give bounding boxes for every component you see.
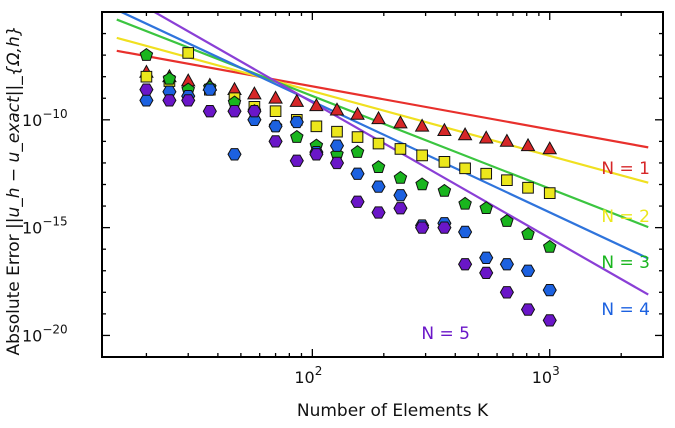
marker-series-1-point-6 [247,86,262,100]
marker-series-4-point-16 [458,225,473,239]
marker-series-3-point-8 [290,129,304,143]
series-label-3: N = 3 [601,253,650,273]
marker-series-3-point-17 [479,201,493,214]
marker-series-5-point-10 [329,156,345,170]
series-label-2: N = 2 [601,207,650,227]
y-tick-label-1: 10−10 [22,107,68,130]
marker-series-1-point-9 [309,97,324,112]
x-tick-label-1: 102 [294,364,322,387]
marker-series-5-point-16 [458,258,473,271]
marker-series-3-point-19 [521,226,535,240]
marker-series-1-point-15 [437,122,452,136]
y-tick-label-2: 10−15 [22,215,68,238]
marker-series-5-point-4 [202,105,217,118]
marker-series-5-point-9 [309,148,324,161]
series-label-4: N = 4 [601,300,650,320]
marker-series-5-point-5 [227,105,242,118]
marker-series-5-point-17 [479,266,494,280]
marker-series-5-point-2 [162,94,177,107]
marker-series-1-point-8 [289,93,305,107]
marker-series-3-point-18 [500,214,514,227]
marker-series-4-point-19 [520,264,536,277]
axis-ticks: 102 103 10−10 10−15 10−20 [22,11,664,387]
marker-series-4-point-13 [393,189,408,202]
marker-series-5-point-15 [437,221,452,234]
marker-series-3-point-14 [415,177,429,191]
marker-series-1-point-18 [499,133,515,147]
marker-series-5-point-1 [139,83,154,96]
y-axis-label: Absolute Error ||u_h − u_exact||_{Ω,h} [4,25,24,355]
data-markers [139,47,558,327]
marker-series-5-point-3 [181,94,196,107]
marker-series-1-point-12 [371,110,386,125]
marker-series-4-point-4 [202,83,217,96]
marker-series-5-point-11 [350,195,365,208]
marker-series-3-point-2 [162,71,177,85]
marker-series-4-point-17 [479,251,494,264]
marker-series-2-point-11 [351,131,364,143]
marker-series-3-point-20 [542,239,557,253]
marker-series-4-point-18 [499,258,514,271]
marker-series-5-point-20 [542,314,557,327]
marker-series-2-point-14 [416,149,428,162]
y-axis-label-prefix: Absolute Error [4,229,24,356]
marker-series-2-point-16 [459,162,471,175]
marker-series-3-point-13 [393,170,408,184]
marker-series-2-point-13 [394,143,407,155]
marker-series-2-point-1 [140,70,153,83]
marker-series-5-point-14 [415,221,430,234]
fit-line-series-1 [116,49,649,149]
marker-series-1-point-17 [478,130,494,144]
marker-series-2-point-18 [501,174,513,187]
marker-series-3-point-11 [350,145,365,158]
marker-series-2-point-20 [543,187,556,199]
marker-series-2-point-10 [331,125,343,138]
marker-series-1-point-19 [520,137,536,152]
marker-series-4-point-20 [542,284,557,297]
y-axis-label-math: ||u_h − u_exact||_{Ω,h} [4,25,24,229]
marker-series-4-point-1 [139,94,154,107]
marker-series-4-point-5 [227,148,242,161]
y-tick-label-3: 10−20 [22,322,68,345]
marker-series-4-point-8 [289,115,304,129]
marker-series-5-point-19 [520,303,536,316]
marker-series-2-point-17 [480,167,493,180]
x-axis-label: Number of Elements K [297,401,489,421]
marker-series-1-point-10 [329,102,345,116]
marker-series-2-point-7 [269,105,282,118]
marker-series-5-point-8 [289,154,304,167]
marker-series-2-point-19 [522,181,534,194]
marker-series-5-point-6 [247,105,262,118]
marker-series-4-point-10 [329,139,345,152]
marker-series-4-point-11 [350,167,365,180]
marker-series-2-point-15 [438,156,451,168]
marker-series-1-point-14 [414,118,430,132]
marker-series-5-point-7 [268,135,283,148]
marker-series-4-point-12 [371,180,386,193]
fit-line-series-4 [118,12,649,260]
marker-series-5-point-13 [393,202,408,215]
marker-series-4-point-7 [268,120,283,133]
series-label-1: N = 1 [601,159,650,179]
marker-series-1-point-20 [542,141,558,155]
series-label-5: N = 5 [421,324,470,344]
marker-series-3-point-12 [371,160,386,174]
marker-series-1-point-13 [393,115,408,129]
fit-line-series-2 [116,36,649,184]
marker-series-5-point-18 [499,286,514,299]
marker-series-3-point-15 [437,183,452,197]
marker-series-2-point-3 [182,47,195,59]
marker-series-3-point-1 [139,48,154,61]
series-labels: N = 1 N = 2 N = 3 N = 4 N = 5 [421,159,650,344]
marker-series-5-point-12 [371,206,386,219]
marker-series-1-point-16 [457,127,473,141]
x-tick-label-2: 103 [532,364,560,387]
marker-series-1-point-7 [268,90,283,104]
marker-series-2-point-12 [372,137,385,150]
marker-series-3-point-16 [458,196,472,210]
marker-series-1-point-11 [350,106,365,120]
marker-series-2-point-9 [310,120,323,133]
